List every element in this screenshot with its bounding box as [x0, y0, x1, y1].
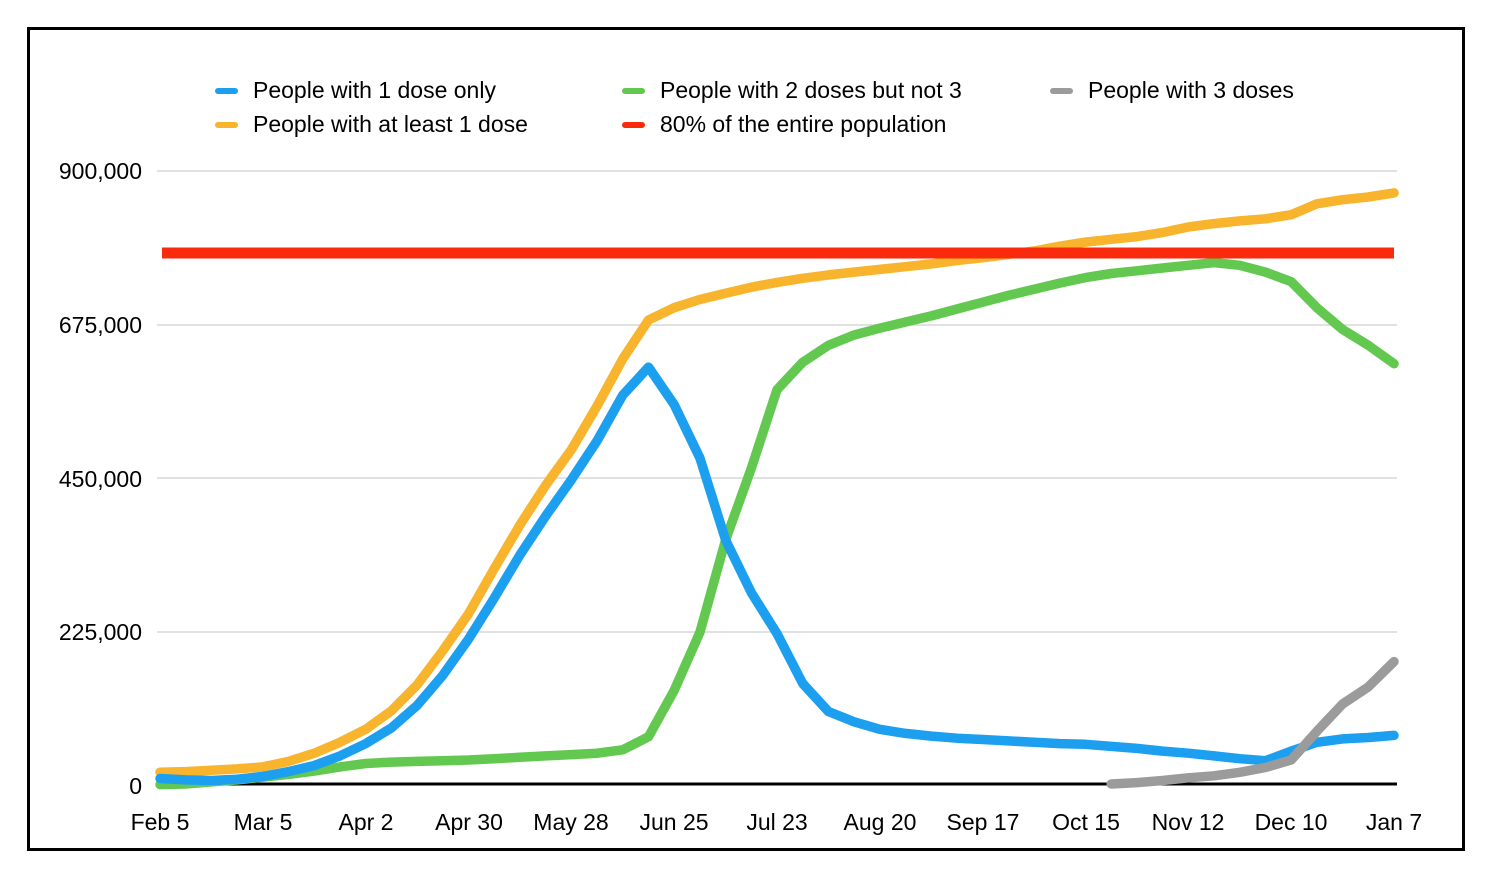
x-tick-label-apr2: Apr 2: [339, 809, 394, 835]
legend-label-at-least-1-dose: People with at least 1 dose: [253, 111, 528, 137]
y-tick-label-0: 0: [129, 773, 142, 799]
legend-item-at-least-1-dose: People with at least 1 dose: [215, 113, 528, 136]
legend-item-2-doses-not-3: People with 2 doses but not 3: [622, 79, 962, 102]
legend-label-1-dose-only: People with 1 dose only: [253, 77, 496, 103]
x-tick-label-apr30: Apr 30: [435, 809, 503, 835]
series-line-one-dose-only: [155, 362, 1399, 786]
legend-swatch-at-least-1-dose: [215, 121, 238, 128]
legend-swatch-3-doses: [1050, 87, 1073, 94]
y-tick-label-675000: 675,000: [59, 312, 142, 338]
legend-label-3-doses: People with 3 doses: [1088, 77, 1294, 103]
legend-swatch-2-doses-not-3: [622, 87, 645, 94]
x-tick-label-jun25: Jun 25: [639, 809, 708, 835]
y-axis-tick-labels: 0 225,000 450,000 675,000 900,000: [59, 158, 142, 799]
x-tick-label-may28: May 28: [533, 809, 608, 835]
x-axis-tick-labels: Feb 5 Mar 5 Apr 2 Apr 30 May 28 Jun 25 J…: [131, 809, 1423, 835]
x-tick-label-jan7: Jan 7: [1366, 809, 1422, 835]
series-line-two-doses-not-three: [155, 257, 1399, 790]
series-layer: [155, 188, 1399, 790]
legend-item-3-doses: People with 3 doses: [1050, 79, 1294, 102]
y-tick-label-450000: 450,000: [59, 466, 142, 492]
series-line-three-doses: [1106, 656, 1399, 789]
legend-item-80-percent-population: 80% of the entire population: [622, 113, 946, 136]
x-tick-label-dec10: Dec 10: [1255, 809, 1328, 835]
y-tick-label-225000: 225,000: [59, 619, 142, 645]
x-tick-label-oct15: Oct 15: [1052, 809, 1120, 835]
x-tick-label-mar5: Mar 5: [234, 809, 293, 835]
series-line-at-least-one-dose: [155, 188, 1399, 778]
x-tick-label-nov12: Nov 12: [1152, 809, 1225, 835]
legend-swatch-1-dose-only: [215, 87, 238, 94]
x-tick-label-aug20: Aug 20: [844, 809, 917, 835]
y-tick-label-900000: 900,000: [59, 158, 142, 184]
legend-swatch-80-percent-population: [622, 121, 645, 128]
x-tick-label-feb5: Feb 5: [131, 809, 190, 835]
legend-label-80-percent-population: 80% of the entire population: [660, 111, 947, 137]
legend-label-2-doses-not-3: People with 2 doses but not 3: [660, 77, 962, 103]
x-tick-label-jul23: Jul 23: [746, 809, 807, 835]
x-tick-label-sep17: Sep 17: [947, 809, 1020, 835]
legend-item-1-dose-only: People with 1 dose only: [215, 79, 496, 102]
